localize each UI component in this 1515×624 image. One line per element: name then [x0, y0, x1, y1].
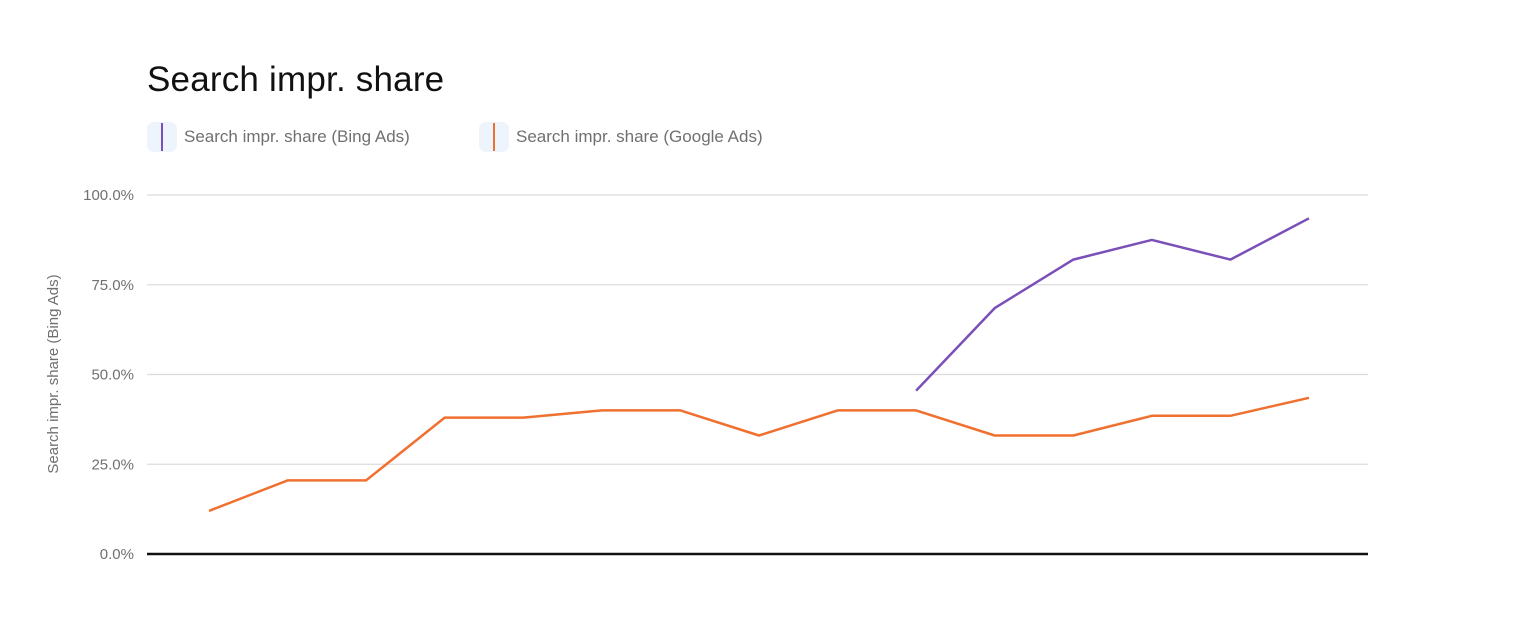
- y-tick-label: 100.0%: [83, 187, 134, 204]
- legend-label-bing-ads: Search impr. share (Bing Ads): [184, 127, 410, 146]
- legend-label-google-ads: Search impr. share (Google Ads): [516, 127, 763, 146]
- legend-line-icon: [493, 123, 495, 151]
- series-lines: [208, 217, 1310, 513]
- chart-title: Search impr. share: [147, 60, 445, 99]
- legend-swatch-bing-ads: [147, 122, 177, 152]
- y-tick-label: 50.0%: [91, 367, 134, 384]
- series-line-google-ads[interactable]: [208, 396, 1310, 513]
- y-tick-label: 0.0%: [100, 546, 134, 563]
- y-axis-title: Search impr. share (Bing Ads): [45, 274, 62, 473]
- y-axis-ticks: 0.0% 25.0% 50.0% 75.0% 100.0%: [83, 187, 134, 563]
- series-line-bing-ads[interactable]: [915, 217, 1310, 392]
- legend-item-bing-ads[interactable]: Search impr. share (Bing Ads): [147, 122, 410, 152]
- gridlines: [147, 194, 1368, 465]
- legend-item-google-ads[interactable]: Search impr. share (Google Ads): [479, 122, 763, 152]
- legend-swatch-google-ads: [479, 122, 509, 152]
- y-tick-label: 75.0%: [91, 277, 134, 294]
- y-tick-label: 25.0%: [91, 456, 134, 473]
- legend-line-icon: [161, 123, 163, 151]
